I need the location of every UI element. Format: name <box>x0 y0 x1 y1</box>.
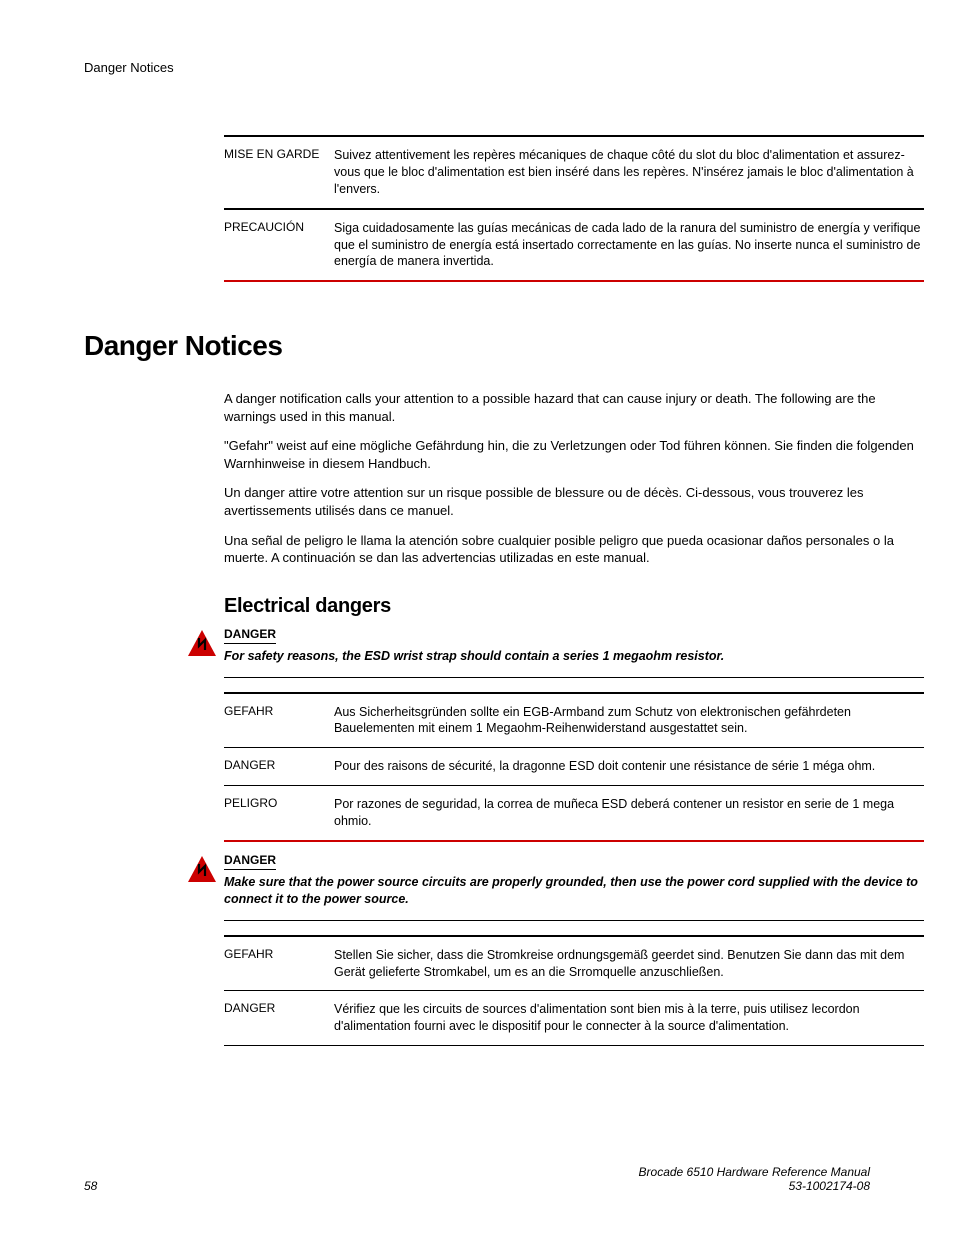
notice-label: PELIGRO <box>224 796 334 830</box>
notice-row: PELIGRO Por razones de seguridad, la cor… <box>224 785 924 842</box>
notice-row: PRECAUCIÓN Siga cuidadosamente las guías… <box>224 208 924 283</box>
notice-label: DANGER <box>224 758 334 775</box>
notice-text: Por razones de seguridad, la correa de m… <box>334 796 924 830</box>
intro-paragraph: Un danger attire votre attention sur un … <box>224 484 924 519</box>
section-heading: Danger Notices <box>84 330 870 362</box>
intro-paragraph: A danger notification calls your attenti… <box>224 390 924 425</box>
notice-row: DANGER Vérifiez que les circuits de sour… <box>224 990 924 1046</box>
notice-label: GEFAHR <box>224 704 334 738</box>
notice-text: Aus Sicherheitsgründen sollte ein EGB-Ar… <box>334 704 924 738</box>
notice-row: MISE EN GARDE Suivez attentivement les r… <box>224 135 924 208</box>
danger-callout: DANGER For safety reasons, the ESD wrist… <box>186 626 870 678</box>
notice-label: GEFAHR <box>224 947 334 981</box>
notice-label: DANGER <box>224 1001 334 1035</box>
page-number: 58 <box>84 1179 97 1193</box>
notice-row: GEFAHR Stellen Sie sicher, dass die Stro… <box>224 935 924 991</box>
notice-row: DANGER Pour des raisons de sécurité, la … <box>224 747 924 785</box>
danger-triangle-icon <box>186 854 218 886</box>
danger-label: DANGER <box>224 627 276 644</box>
danger-content: DANGER Make sure that the power source c… <box>224 852 924 921</box>
danger-main-text: Make sure that the power source circuits… <box>224 874 924 921</box>
notice-text: Vérifiez que les circuits de sources d'a… <box>334 1001 924 1035</box>
notice-text: Suivez attentivement les repères mécaniq… <box>334 147 924 198</box>
caution-notices-table: MISE EN GARDE Suivez attentivement les r… <box>224 135 924 282</box>
intro-paragraph: Una señal de peligro le llama la atenció… <box>224 532 924 567</box>
danger-translations-table: GEFAHR Aus Sicherheitsgründen sollte ein… <box>224 692 924 842</box>
subsection-heading: Electrical dangers <box>224 595 870 618</box>
danger-label: DANGER <box>224 853 276 870</box>
danger-content: DANGER For safety reasons, the ESD wrist… <box>224 626 924 678</box>
intro-paragraph: "Gefahr" weist auf eine mögliche Gefährd… <box>224 437 924 472</box>
notice-text: Stellen Sie sicher, dass die Stromkreise… <box>334 947 924 981</box>
page-footer: 58 Brocade 6510 Hardware Reference Manua… <box>84 1165 870 1193</box>
danger-triangle-icon <box>186 628 218 660</box>
doc-title: Brocade 6510 Hardware Reference Manual <box>639 1165 870 1179</box>
notice-text: Pour des raisons de sécurité, la dragonn… <box>334 758 924 775</box>
danger-translations-table: GEFAHR Stellen Sie sicher, dass die Stro… <box>224 935 924 1047</box>
running-header: Danger Notices <box>84 60 870 75</box>
notice-label: MISE EN GARDE <box>224 147 334 198</box>
doc-id: 53-1002174-08 <box>639 1179 870 1193</box>
danger-main-text: For safety reasons, the ESD wrist strap … <box>224 648 924 678</box>
footer-doc-info: Brocade 6510 Hardware Reference Manual 5… <box>639 1165 870 1193</box>
danger-callout: DANGER Make sure that the power source c… <box>186 852 870 921</box>
notice-row: GEFAHR Aus Sicherheitsgründen sollte ein… <box>224 692 924 748</box>
notice-label: PRECAUCIÓN <box>224 220 334 271</box>
notice-text: Siga cuidadosamente las guías mecánicas … <box>334 220 924 271</box>
